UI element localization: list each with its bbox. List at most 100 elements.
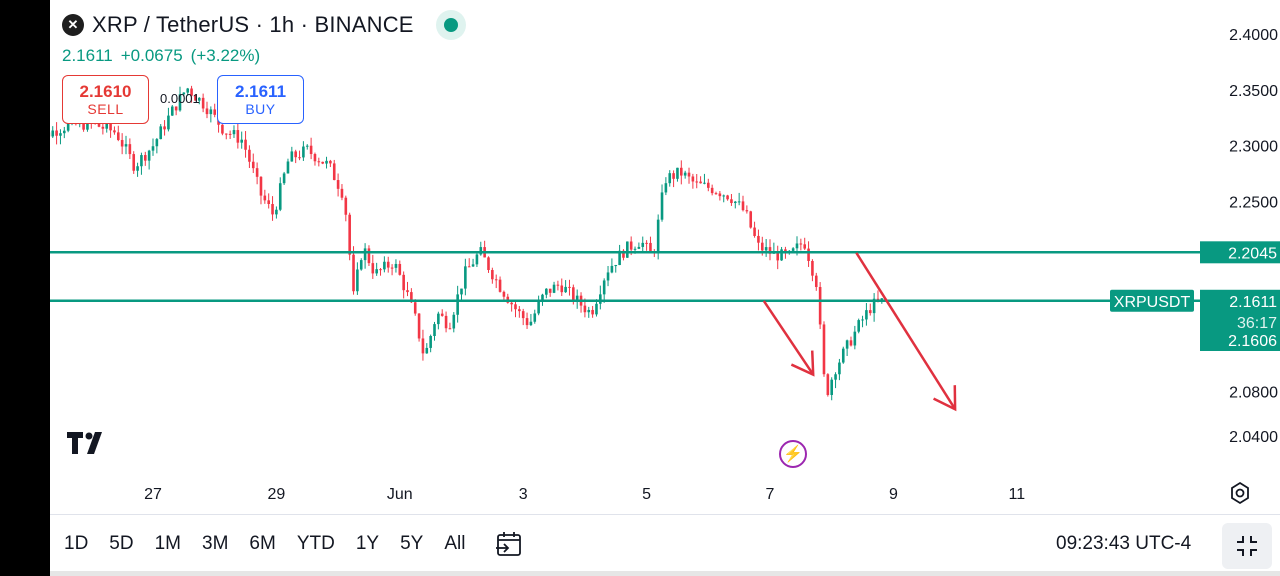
candle-body	[645, 242, 648, 244]
chart-canvas[interactable]: 2.4000 2.3500 2.3000 2.2500 2.0800 2.0400 27 29…	[50, 0, 1280, 514]
candle-body	[710, 187, 714, 194]
period-1d[interactable]: 1D	[64, 533, 89, 554]
candle-body	[545, 288, 548, 295]
x-tick-label: 29	[268, 486, 286, 503]
candle-body	[556, 284, 560, 286]
period-5y[interactable]: 5Y	[400, 533, 424, 554]
candle-body	[575, 295, 579, 302]
candle-body	[63, 130, 66, 134]
tradingview-logo-icon[interactable]	[67, 430, 111, 461]
candle-body	[97, 122, 101, 127]
candle-body	[552, 284, 556, 293]
candle-body	[803, 244, 807, 249]
candle-body	[394, 263, 398, 268]
candle-body	[255, 168, 259, 177]
period-6m[interactable]: 6M	[249, 533, 276, 554]
candle-body	[317, 161, 321, 163]
candle-body	[649, 242, 652, 252]
buy-button[interactable]: 2.1611 BUY	[217, 75, 304, 124]
collapse-button[interactable]	[1222, 523, 1272, 569]
drawn-arrow[interactable]	[762, 300, 815, 376]
candle-body	[410, 292, 413, 303]
candle-body	[421, 338, 425, 354]
candle-body	[417, 313, 421, 339]
candle-body	[541, 294, 544, 302]
candle-body	[116, 132, 120, 140]
candle-body	[656, 219, 660, 253]
sell-button[interactable]: 2.1610 SELL	[62, 75, 149, 124]
x-tick-label: 11	[1008, 486, 1025, 503]
candle-body	[128, 144, 132, 155]
candle-body	[332, 163, 336, 181]
y-tick-label: 2.2500	[1229, 195, 1278, 212]
candle-body	[456, 294, 459, 315]
candle-body	[321, 161, 324, 164]
bid-price-tag[interactable]	[1200, 329, 1280, 351]
sell-price: 2.1610	[79, 81, 132, 101]
period-1y[interactable]: 1Y	[355, 533, 380, 554]
left-edge-strip	[0, 0, 50, 576]
x-tick-label: 5	[642, 486, 651, 503]
symbol-title[interactable]: XRP / TetherUS · 1h · BINANCE	[92, 12, 414, 37]
candle-body	[814, 275, 818, 287]
candle-body	[780, 249, 783, 261]
settings-icon[interactable]	[1228, 481, 1252, 505]
period-3m[interactable]: 3M	[202, 533, 229, 554]
candle-body	[733, 201, 737, 204]
candle-body	[294, 151, 297, 158]
price-chart[interactable]: 2.4000 2.3500 2.3000 2.2500 2.0800 2.0400 27 29…	[50, 0, 1280, 514]
candle-body	[853, 331, 857, 346]
candle-body	[518, 309, 521, 312]
candle-body	[155, 139, 159, 147]
candle-body	[683, 172, 687, 176]
candle-body	[606, 272, 610, 281]
candle-body	[51, 130, 55, 137]
candle-body	[263, 195, 267, 201]
candle-body	[599, 294, 602, 304]
candle-body	[205, 108, 209, 115]
market-status[interactable]	[435, 10, 466, 40]
candle-body	[363, 248, 367, 261]
candle-body	[406, 290, 409, 293]
candle-body	[105, 122, 109, 129]
candle-body	[163, 126, 166, 130]
symbol-tag[interactable]	[1110, 289, 1194, 312]
period-ytd[interactable]: YTD	[296, 533, 335, 554]
candle-body	[487, 257, 490, 271]
candle-body	[610, 265, 614, 273]
candle-body	[413, 302, 417, 314]
candle-body	[568, 286, 571, 288]
clock-timezone[interactable]: 09:23:43 UTC-4	[1056, 533, 1192, 554]
candle-body	[614, 265, 618, 267]
candle-body	[718, 193, 722, 197]
drawn-arrow[interactable]	[855, 252, 957, 410]
candle-body	[159, 126, 163, 140]
candle-body	[379, 269, 382, 271]
candle-body	[737, 201, 741, 203]
period-1m[interactable]: 1M	[154, 533, 181, 554]
candle-body	[707, 182, 710, 188]
period-all[interactable]: All	[444, 533, 466, 554]
candle-body	[429, 335, 432, 348]
candle-body	[309, 145, 313, 155]
candle-body	[167, 115, 170, 130]
candle-body	[861, 319, 864, 321]
y-tick-label: 2.3500	[1229, 83, 1278, 100]
candle-body	[633, 248, 637, 250]
period-selector: 1D 5D 1M 3M 6M YTD 1Y 5Y All	[64, 533, 486, 555]
candle-body	[479, 247, 483, 255]
candle-body	[760, 242, 764, 251]
candle-body	[845, 340, 849, 349]
period-5d[interactable]: 5D	[109, 533, 134, 554]
candle-body	[282, 173, 286, 184]
candle-body	[425, 347, 429, 354]
calendar-range-icon[interactable]	[494, 529, 524, 559]
candle-body	[726, 195, 729, 200]
candle-body	[209, 109, 213, 115]
lightning-icon[interactable]: ⚡	[779, 440, 807, 468]
candle-body	[857, 320, 860, 332]
candle-body	[302, 146, 305, 158]
last-price-tag[interactable]	[1200, 289, 1280, 334]
level-price-tag[interactable]	[1200, 241, 1280, 264]
candle-body	[275, 209, 278, 215]
